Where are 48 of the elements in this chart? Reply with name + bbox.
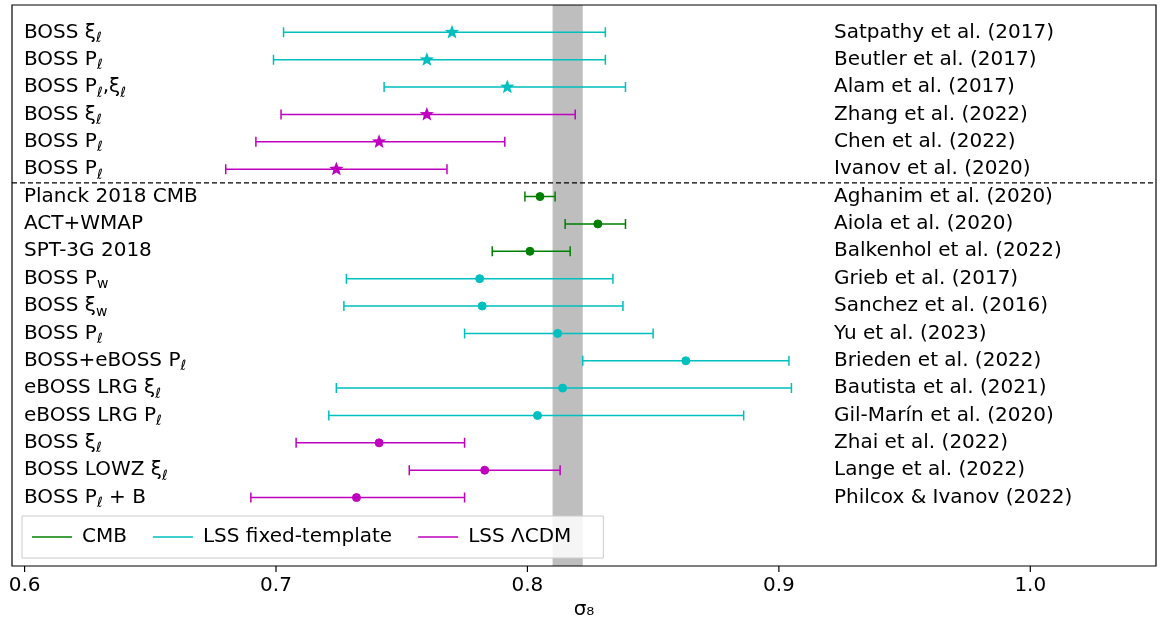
point: [535, 192, 545, 202]
y-tick-label: SPT-3G 2018: [24, 237, 152, 262]
y2-tick-label: Satpathy et al. (2017): [834, 18, 1054, 43]
point: [593, 219, 603, 229]
point: [475, 274, 485, 284]
y2-tick-label: Zhai et al. (2022): [834, 429, 1009, 454]
point: [480, 465, 490, 475]
point: [477, 301, 487, 311]
y2-tick-label: Yu et al. (2023): [833, 319, 987, 344]
point: [374, 438, 384, 448]
y2-tick-label: Gil-Marín et al. (2020): [834, 401, 1054, 426]
y2-tick-label: Beutler et al. (2017): [834, 45, 1037, 70]
y2-tick-label: Ivanov et al. (2020): [834, 155, 1031, 180]
point: [558, 383, 568, 393]
legend-label: LSS fixed-template: [202, 523, 393, 548]
legend-label: CMB: [82, 523, 127, 548]
y2-tick-label: Grieb et al. (2017): [834, 264, 1019, 289]
point: [681, 356, 691, 366]
y-tick-label: Planck 2018 CMB: [24, 182, 198, 207]
point: [419, 106, 434, 121]
y2-tick-label: Balkenhol et al. (2022): [834, 237, 1062, 262]
y2-tick-label: Bautista et al. (2021): [834, 374, 1047, 399]
x-tick-label: 0.8: [511, 572, 544, 597]
legend-label: LSS ΛCDM: [468, 523, 572, 548]
y2-tick-label: Sanchez et al. (2016): [834, 292, 1048, 317]
point: [371, 134, 387, 148]
y2-tick-label: Zhang et al. (2022): [834, 100, 1028, 125]
y2-tick-label: Brieden et al. (2022): [834, 346, 1042, 371]
y2-tick-label: Aghanim et al. (2020): [834, 182, 1053, 207]
x-tick-label: 0.9: [762, 572, 795, 597]
x-axis-title: σ₈: [573, 596, 595, 619]
x-tick-label: 0.6: [8, 572, 41, 597]
point: [419, 52, 434, 66]
y2-tick-label: Aiola et al. (2020): [834, 210, 1014, 235]
point: [444, 24, 460, 39]
y2-tick-label: Philcox & Ivanov (2022): [834, 483, 1073, 508]
point: [553, 328, 563, 338]
point: [500, 79, 515, 94]
y2-tick-label: Lange et al. (2022): [834, 456, 1025, 481]
point: [351, 493, 361, 503]
point: [329, 161, 344, 176]
point: [532, 410, 542, 420]
y-tick-label: ACT+WMAP: [24, 210, 144, 235]
point: [525, 246, 535, 256]
x-tick-label: 0.7: [260, 572, 292, 597]
x-tick-label: 1.0: [1014, 572, 1047, 597]
y2-tick-label: Chen et al. (2022): [834, 128, 1016, 153]
y2-tick-label: Alam et al. (2017): [834, 73, 1015, 98]
